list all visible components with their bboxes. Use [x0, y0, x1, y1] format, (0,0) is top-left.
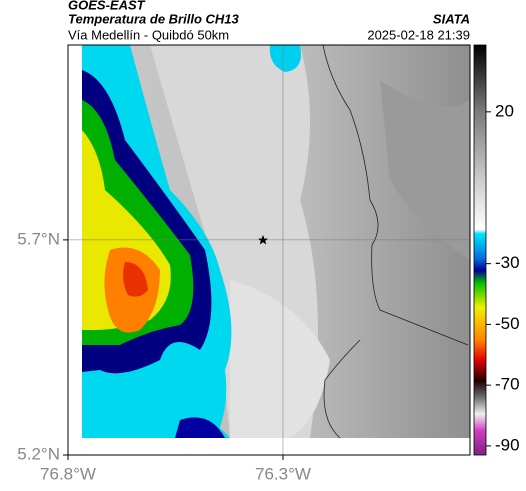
satellite: GOES-EAST	[68, 0, 146, 12]
colorbar	[473, 44, 487, 456]
map-frame	[67, 44, 471, 456]
y-tick-label: 5.2°N	[17, 444, 60, 463]
x-tick-label: 76.8°W	[40, 464, 96, 483]
colorbar-tick-label: 20	[495, 101, 514, 120]
source: SIATA	[433, 11, 470, 26]
route: Vía Medellín - Quibdó 50km	[68, 27, 229, 42]
product: Temperatura de Brillo CH13	[68, 11, 240, 26]
timestamp: 2025-02-18 21:39	[367, 27, 470, 42]
y-tick-label: 5.7°N	[17, 229, 60, 248]
colorbar-tick-label: -90	[495, 435, 520, 454]
colorbar-tick-label: -50	[495, 314, 520, 333]
x-tick-label: 76.3°W	[255, 464, 311, 483]
colorbar-tick-label: -70	[495, 375, 520, 394]
satellite-image	[68, 45, 470, 455]
colorbar-tick-label: -30	[495, 253, 520, 272]
location-marker	[258, 235, 268, 245]
header: GOES-EAST Temperatura de Brillo CH13 SIA…	[68, 0, 470, 26]
